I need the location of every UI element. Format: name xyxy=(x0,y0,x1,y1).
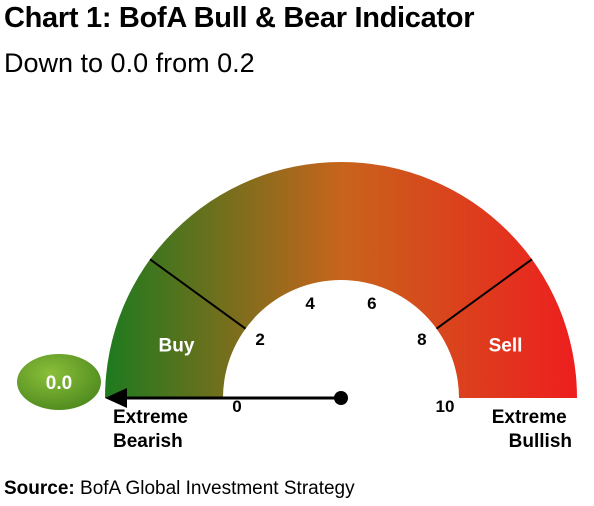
value-badge xyxy=(17,354,101,410)
tick-label-10: 10 xyxy=(436,397,455,416)
extreme-bearish-label: Extreme Bearish xyxy=(113,407,193,452)
extreme-bearish-line2: Bearish xyxy=(113,431,183,452)
source-text: BofA Global Investment Strategy xyxy=(74,478,355,499)
gauge-band xyxy=(105,162,577,398)
buy-zone-divider xyxy=(149,258,247,330)
extreme-bullish-line2: Bullish xyxy=(509,431,572,452)
extreme-bullish-label: Extreme Bullish xyxy=(492,407,572,452)
tick-label-8: 8 xyxy=(417,330,426,349)
needle-hub xyxy=(334,391,348,405)
extreme-bearish-line1: Extreme xyxy=(113,407,188,428)
tick-labels: 0 2 4 6 8 10 xyxy=(232,294,454,416)
value-label: 0.0 xyxy=(46,373,72,394)
buy-zone-label: Buy xyxy=(159,336,195,357)
extreme-bullish-line1: Extreme xyxy=(492,407,567,428)
tick-label-6: 6 xyxy=(367,294,376,313)
needle-arrowhead xyxy=(105,388,127,408)
source-label: Source: xyxy=(4,478,75,499)
chart-subtitle: Down to 0.0 from 0.2 xyxy=(4,48,255,78)
tick-label-4: 4 xyxy=(305,294,315,313)
source-note: Source: BofA Global Investment Strategy xyxy=(4,478,355,500)
tick-label-0: 0 xyxy=(232,397,241,416)
sell-zone-label: Sell xyxy=(489,336,523,357)
sell-zone-divider xyxy=(435,258,533,330)
chart-title: Chart 1: BofA Bull & Bear Indicator xyxy=(4,2,475,34)
tick-label-2: 2 xyxy=(255,330,264,349)
